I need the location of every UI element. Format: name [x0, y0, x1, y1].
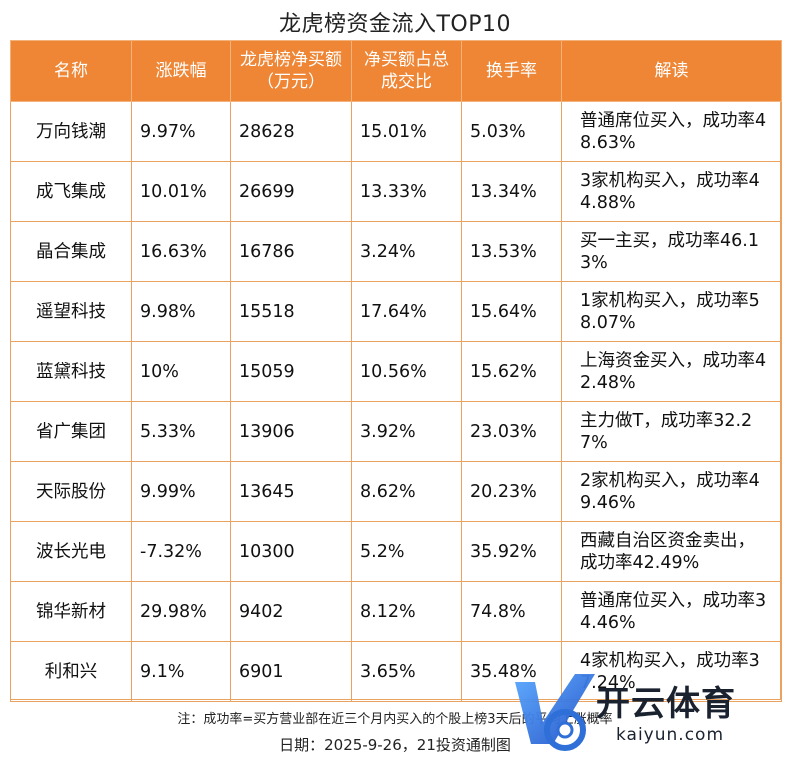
cell-name: 遥望科技: [10, 281, 132, 342]
cell-change: 9.98%: [131, 281, 231, 342]
cell-turnover: 5.03%: [461, 101, 562, 162]
header-change: 涨跌幅: [131, 40, 231, 102]
cell-turnover: 35.92%: [461, 521, 562, 582]
header-interpretation: 解读: [561, 40, 782, 102]
cell-net-buy-ratio: 15.01%: [351, 101, 462, 162]
cell-change: 29.98%: [131, 581, 231, 642]
cell-net-buy: 10300: [230, 521, 352, 582]
header-net-buy: 龙虎榜净买额（万元）: [230, 40, 352, 102]
cell-change: 9.97%: [131, 101, 231, 162]
cell-turnover: 13.53%: [461, 221, 562, 282]
cell-name: 天际股份: [10, 461, 132, 522]
table-row: 蓝黛科技 10% 15059 10.56% 15.62% 上海资金买入，成功率42.48%: [10, 341, 782, 402]
cell-net-buy-ratio: 10.56%: [351, 341, 462, 402]
cell-turnover: 15.62%: [461, 341, 562, 402]
cell-interpretation: 4家机构买入，成功率37.24%: [561, 641, 782, 702]
cell-turnover: 23.03%: [461, 401, 562, 462]
date-credit: 日期：2025-9-26，21投资通制图: [279, 736, 511, 754]
watermark-brand-cn: 开云体育: [596, 684, 736, 724]
table-row: 成飞集成 10.01% 26699 13.33% 13.34% 3家机构买入，成功率44.…: [10, 161, 782, 222]
table-row: 利和兴 9.1% 6901 3.65% 35.48% 4家机构买入，成功率37.24%: [10, 641, 782, 702]
cell-change: 10.01%: [131, 161, 231, 222]
cell-interpretation: 西藏自治区资金卖出，成功率42.49%: [561, 521, 782, 582]
cell-name: 万向钱潮: [10, 101, 132, 162]
cell-name: 锦华新材: [10, 581, 132, 642]
cell-change: 10%: [131, 341, 231, 402]
cell-net-buy: 13906: [230, 401, 352, 462]
cell-interpretation: 普通席位买入，成功率34.46%: [561, 581, 782, 642]
header-turnover: 换手率: [461, 40, 562, 102]
cell-net-buy: 13645: [230, 461, 352, 522]
cell-turnover: 15.64%: [461, 281, 562, 342]
cell-net-buy: 28628: [230, 101, 352, 162]
cell-net-buy-ratio: 3.24%: [351, 221, 462, 282]
cell-net-buy-ratio: 17.64%: [351, 281, 462, 342]
table-row: 锦华新材 29.98% 9402 8.12% 74.8% 普通席位买入，成功率34.46%: [10, 581, 782, 642]
table-row: 遥望科技 9.98% 15518 17.64% 15.64% 1家机构买入，成功率58.0…: [10, 281, 782, 342]
watermark-brand-en: kaiyun.com: [616, 725, 725, 745]
cell-change: 5.33%: [131, 401, 231, 462]
cell-net-buy-ratio: 8.12%: [351, 581, 462, 642]
top10-table: 名称 涨跌幅 龙虎榜净买额（万元） 净买额占总成交比 换手率 解读 万向钱潮 9.…: [10, 40, 782, 702]
cell-change: 9.99%: [131, 461, 231, 522]
table-row: 天际股份 9.99% 13645 8.62% 20.23% 2家机构买入，成功率49.46…: [10, 461, 782, 522]
cell-name: 晶合集成: [10, 221, 132, 282]
cell-net-buy: 16786: [230, 221, 352, 282]
cell-change: 16.63%: [131, 221, 231, 282]
footnote: 注：成功率=买方营业部在近三个月内买入的个股上榜3天后的平均上涨概率: [177, 712, 613, 727]
cell-turnover: 74.8%: [461, 581, 562, 642]
cell-net-buy: 15518: [230, 281, 352, 342]
cell-net-buy-ratio: 3.92%: [351, 401, 462, 462]
cell-net-buy-ratio: 5.2%: [351, 521, 462, 582]
cell-interpretation: 1家机构买入，成功率58.07%: [561, 281, 782, 342]
cell-name: 成飞集成: [10, 161, 132, 222]
header-net-buy-ratio: 净买额占总成交比: [351, 40, 462, 102]
kaiyun-logo-icon: [515, 674, 595, 751]
cell-net-buy-ratio: 13.33%: [351, 161, 462, 222]
table-row: 波长光电 -7.32% 10300 5.2% 35.92% 西藏自治区资金卖出，成功率42…: [10, 521, 782, 582]
cell-name: 利和兴: [10, 641, 132, 702]
cell-turnover: 35.48%: [461, 641, 562, 702]
cell-turnover: 20.23%: [461, 461, 562, 522]
cell-net-buy: 26699: [230, 161, 352, 222]
cell-net-buy-ratio: 3.65%: [351, 641, 462, 702]
cell-net-buy: 15059: [230, 341, 352, 402]
table-row: 省广集团 5.33% 13906 3.92% 23.03% 主力做T，成功率32.27%: [10, 401, 782, 462]
cell-net-buy: 6901: [230, 641, 352, 702]
cell-name: 省广集团: [10, 401, 132, 462]
cell-change: 9.1%: [131, 641, 231, 702]
table-row: 晶合集成 16.63% 16786 3.24% 13.53% 买一主买，成功率46.13%: [10, 221, 782, 282]
table-row: 万向钱潮 9.97% 28628 15.01% 5.03% 普通席位买入，成功率48.63…: [10, 101, 782, 162]
page-title: 龙虎榜资金流入TOP10: [278, 12, 512, 37]
cell-interpretation: 3家机构买入，成功率44.88%: [561, 161, 782, 222]
cell-net-buy: 9402: [230, 581, 352, 642]
cell-name: 波长光电: [10, 521, 132, 582]
cell-net-buy-ratio: 8.62%: [351, 461, 462, 522]
cell-interpretation: 主力做T，成功率32.27%: [561, 401, 782, 462]
cell-interpretation: 买一主买，成功率46.13%: [561, 221, 782, 282]
table-header-row: 名称 涨跌幅 龙虎榜净买额（万元） 净买额占总成交比 换手率 解读: [10, 40, 782, 102]
cell-name: 蓝黛科技: [10, 341, 132, 402]
cell-turnover: 13.34%: [461, 161, 562, 222]
cell-interpretation: 2家机构买入，成功率49.46%: [561, 461, 782, 522]
cell-interpretation: 普通席位买入，成功率48.63%: [561, 101, 782, 162]
header-name: 名称: [10, 40, 132, 102]
cell-interpretation: 上海资金买入，成功率42.48%: [561, 341, 782, 402]
cell-change: -7.32%: [131, 521, 231, 582]
